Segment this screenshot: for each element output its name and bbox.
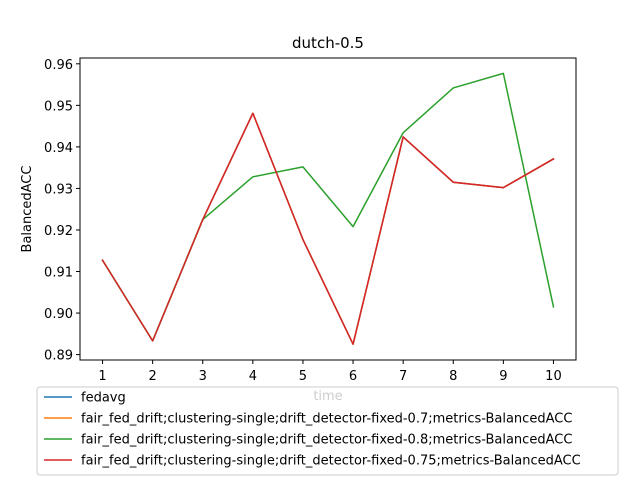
x-tick-label: 7 xyxy=(399,369,407,384)
x-tick-label: 3 xyxy=(199,369,207,384)
y-tick-label: 0.95 xyxy=(44,99,73,114)
x-tick-label: 6 xyxy=(349,369,357,384)
x-tick-label: 1 xyxy=(98,369,106,384)
series-line-4 xyxy=(101,112,555,345)
y-tick-label: 0.90 xyxy=(44,307,73,322)
y-tick-label: 0.89 xyxy=(44,349,73,364)
y-tick-label: 0.94 xyxy=(44,141,73,156)
x-tick-label: 2 xyxy=(149,369,157,384)
legend-label-2: fair_fed_drift;clustering-single;drift_d… xyxy=(81,412,572,427)
y-tick-label: 0.93 xyxy=(44,182,73,197)
y-tick-label: 0.96 xyxy=(44,58,73,73)
plot-area xyxy=(101,72,555,345)
y-tick-label: 0.91 xyxy=(44,266,73,281)
legend-label-4: fair_fed_drift;clustering-single;drift_d… xyxy=(81,454,581,469)
series-line-1 xyxy=(101,112,555,345)
x-tick-label: 9 xyxy=(499,369,507,384)
series-line-2 xyxy=(101,112,555,345)
legend-label-3: fair_fed_drift;clustering-single;drift_d… xyxy=(81,433,572,448)
plot-frame xyxy=(79,57,577,361)
y-tick-label: 0.92 xyxy=(44,224,73,239)
axes: 1 2 3 4 5 6 7 8 9 10 0.89 0.90 0.91 0.92 0.93 0.94 0.95 0… xyxy=(44,58,562,384)
chart-title: dutch-0.5 xyxy=(292,34,364,52)
legend: fedavg fair_fed_drift;clustering-single;d… xyxy=(36,386,619,476)
x-tick-label: 10 xyxy=(545,369,562,384)
x-tick-label: 8 xyxy=(449,369,457,384)
legend-label-1: fedavg xyxy=(81,391,126,406)
x-tick-label: 5 xyxy=(299,369,307,384)
x-tick-label: 4 xyxy=(249,369,257,384)
series-line-3 xyxy=(101,72,555,342)
legend-box xyxy=(36,386,619,476)
y-axis-label: BalancedACC xyxy=(20,166,35,253)
